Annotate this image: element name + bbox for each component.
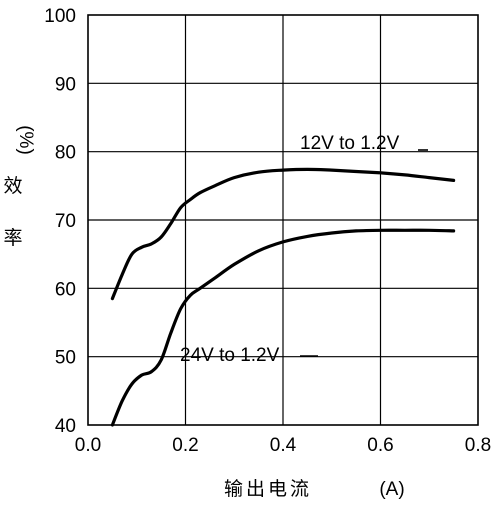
series-line-0 bbox=[110, 167, 456, 301]
y-tick-label: 100 bbox=[44, 6, 76, 27]
grid-layer bbox=[88, 15, 478, 425]
plot-frame bbox=[87, 14, 479, 426]
y-tick-label: 90 bbox=[55, 74, 76, 95]
y-tick-label: 40 bbox=[55, 416, 76, 437]
x-tick-label: 0.2 bbox=[172, 435, 198, 456]
x-tick-label: 0.8 bbox=[465, 435, 491, 456]
y-tick-label: 80 bbox=[55, 143, 76, 164]
y-axis-title: 效率 bbox=[3, 175, 22, 249]
x-tick-label: 0.4 bbox=[270, 435, 297, 456]
series-label-1: 24V to 1.2V bbox=[180, 345, 280, 366]
axes-layer bbox=[87, 14, 479, 426]
series-layer bbox=[110, 167, 456, 427]
x-axis-title: 输出电流 bbox=[224, 478, 312, 500]
y-tick-label: 50 bbox=[55, 348, 76, 369]
y-tick-label: 70 bbox=[55, 211, 76, 232]
x-tick-label: 0.6 bbox=[367, 435, 393, 456]
series-label-0: 12V to 1.2V bbox=[300, 133, 400, 154]
series-line-1 bbox=[110, 228, 456, 427]
y-tick-label: 60 bbox=[55, 279, 76, 300]
y-axis-unit: (%) bbox=[15, 125, 36, 155]
labels-layer: 0.0 0.2 0.4 0.6 0.8 40 50 60 70 80 90 100 12V to 1.2… bbox=[3, 6, 491, 500]
x-axis-unit: (A) bbox=[379, 479, 404, 500]
x-tick-label: 0.0 bbox=[75, 435, 101, 456]
